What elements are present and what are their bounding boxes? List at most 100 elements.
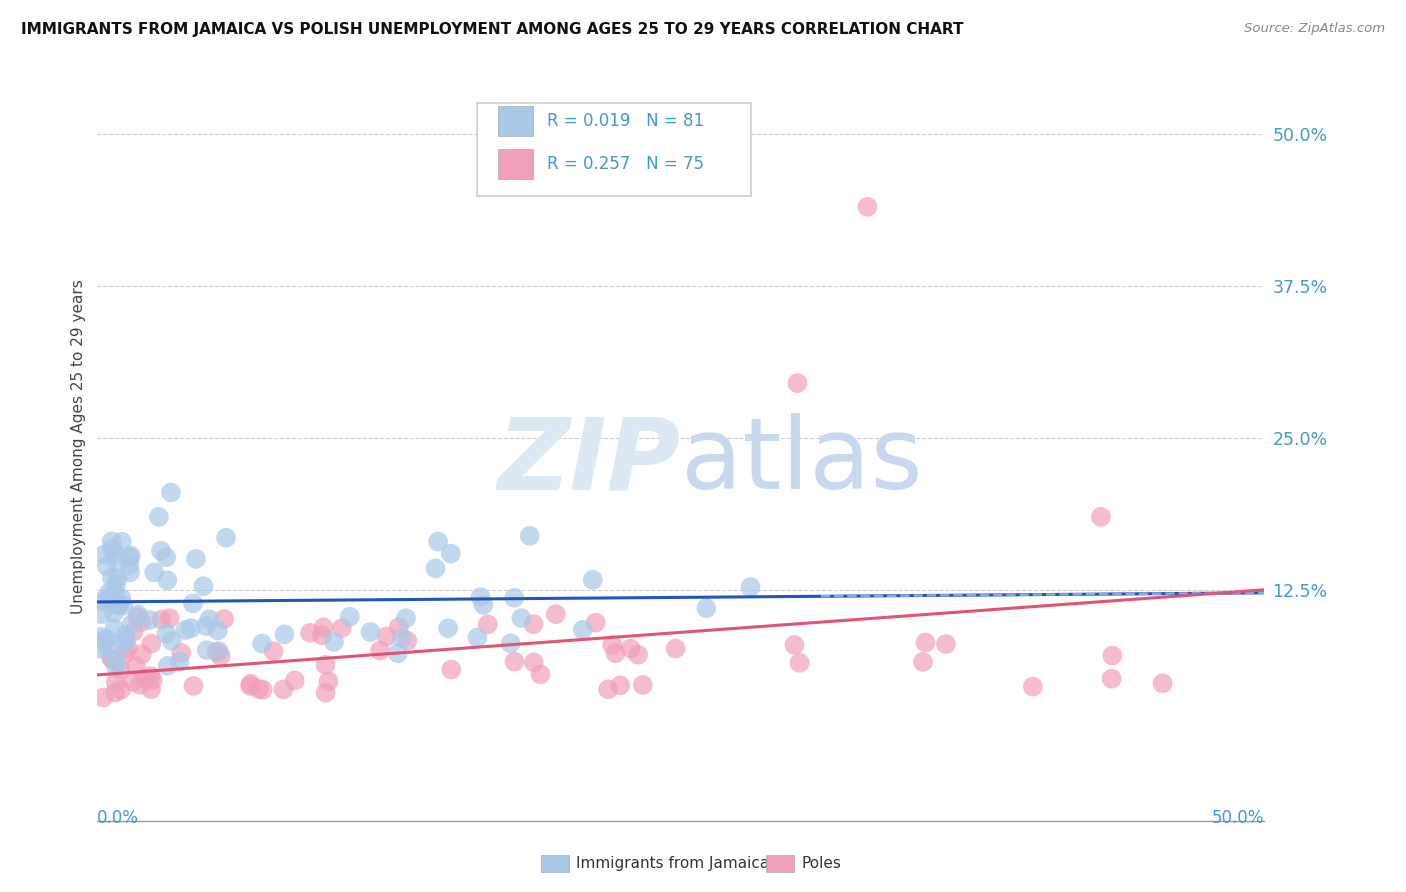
Y-axis label: Unemployment Among Ages 25 to 29 years: Unemployment Among Ages 25 to 29 years — [72, 279, 86, 615]
Point — [127, 610, 149, 624]
Point — [174, 623, 197, 637]
Point — [110, 663, 132, 677]
Point — [571, 623, 593, 637]
Point — [318, 674, 340, 689]
FancyBboxPatch shape — [477, 103, 751, 196]
Point — [695, 601, 717, 615]
Point — [315, 686, 337, 700]
Point — [104, 675, 127, 690]
Point — [180, 621, 202, 635]
Point — [93, 548, 115, 562]
Point — [142, 673, 165, 687]
Point — [519, 529, 541, 543]
FancyBboxPatch shape — [498, 106, 533, 136]
Point — [107, 572, 129, 586]
Point — [783, 638, 806, 652]
Point — [139, 669, 162, 683]
Point — [339, 609, 361, 624]
Point — [169, 655, 191, 669]
Point — [1101, 648, 1123, 663]
Point — [120, 566, 142, 580]
Point — [440, 547, 463, 561]
Point — [437, 621, 460, 635]
Text: R = 0.019   N = 81: R = 0.019 N = 81 — [547, 112, 704, 130]
Point — [627, 648, 650, 662]
Point — [112, 599, 135, 613]
Point — [155, 550, 177, 565]
Point — [523, 656, 546, 670]
Point — [605, 646, 627, 660]
Point — [91, 594, 114, 608]
Point — [215, 531, 238, 545]
Point — [209, 648, 232, 663]
Point — [387, 646, 409, 660]
Text: R = 0.257   N = 75: R = 0.257 N = 75 — [547, 155, 703, 173]
Point — [98, 585, 121, 599]
Text: ZIP: ZIP — [498, 413, 681, 510]
Point — [96, 559, 118, 574]
Point — [273, 682, 295, 697]
Point — [582, 573, 605, 587]
Point — [112, 637, 135, 651]
Point — [110, 682, 132, 697]
Point — [1152, 676, 1174, 690]
Point — [273, 627, 295, 641]
Point — [108, 599, 131, 613]
Text: Source: ZipAtlas.com: Source: ZipAtlas.com — [1244, 22, 1385, 36]
Point — [1022, 680, 1045, 694]
Point — [388, 620, 411, 634]
Point — [631, 678, 654, 692]
Point — [529, 667, 551, 681]
Point — [103, 606, 125, 620]
Point — [544, 607, 567, 622]
Point — [368, 643, 391, 657]
Point — [198, 612, 221, 626]
Point — [104, 685, 127, 699]
Point — [96, 591, 118, 605]
Point — [440, 663, 463, 677]
FancyBboxPatch shape — [498, 149, 533, 179]
Text: Immigrants from Jamaica: Immigrants from Jamaica — [576, 856, 769, 871]
Point — [467, 631, 489, 645]
Point — [239, 679, 262, 693]
Point — [131, 615, 153, 629]
Point — [193, 579, 215, 593]
Point — [139, 682, 162, 697]
Point — [207, 624, 229, 638]
Point — [284, 673, 307, 688]
Point — [118, 550, 141, 565]
Point — [121, 617, 143, 632]
Point — [117, 641, 139, 656]
Point — [100, 534, 122, 549]
Text: 0.0%: 0.0% — [97, 809, 139, 827]
Point — [155, 626, 177, 640]
Point — [789, 656, 811, 670]
Point — [503, 655, 526, 669]
Point — [427, 534, 450, 549]
Point — [208, 644, 231, 658]
Point — [239, 677, 262, 691]
Point — [477, 617, 499, 632]
Point — [856, 200, 879, 214]
Point — [135, 672, 157, 686]
Point — [375, 629, 398, 643]
Point — [609, 678, 631, 692]
Point — [159, 611, 181, 625]
Point — [91, 690, 114, 705]
Point — [111, 534, 134, 549]
Point — [110, 591, 132, 606]
Point — [250, 637, 273, 651]
Point — [786, 376, 808, 390]
Point — [160, 633, 183, 648]
Point — [740, 580, 762, 594]
Text: Poles: Poles — [801, 856, 841, 871]
Text: IMMIGRANTS FROM JAMAICA VS POLISH UNEMPLOYMENT AMONG AGES 25 TO 29 YEARS CORRELA: IMMIGRANTS FROM JAMAICA VS POLISH UNEMPL… — [21, 22, 963, 37]
Point — [105, 598, 128, 612]
Point — [148, 509, 170, 524]
Text: 50.0%: 50.0% — [1212, 809, 1264, 827]
Point — [143, 566, 166, 580]
Point — [911, 655, 934, 669]
Point — [212, 612, 235, 626]
Point — [170, 646, 193, 660]
Point — [104, 547, 127, 561]
